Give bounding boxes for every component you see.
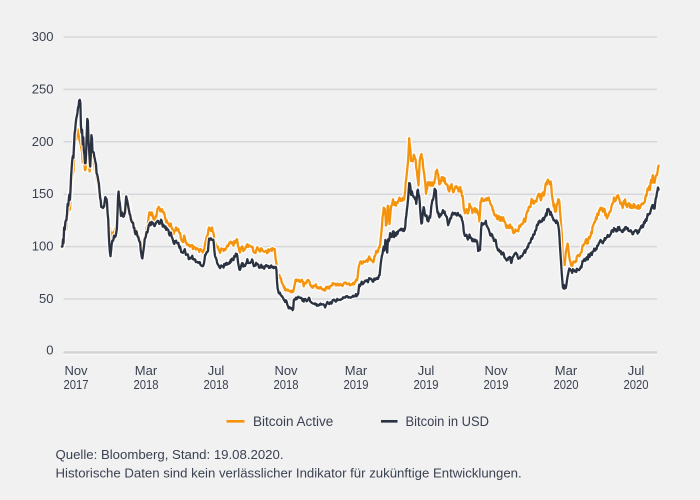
svg-text:Jul: Jul [208, 363, 225, 378]
svg-text:Jul: Jul [628, 363, 645, 378]
svg-text:Nov: Nov [274, 363, 298, 378]
svg-text:2018: 2018 [134, 377, 159, 392]
svg-text:Bitcoin in USD: Bitcoin in USD [406, 414, 490, 429]
svg-text:Historische Daten sind kein ve: Historische Daten sind kein verlässliche… [56, 466, 522, 481]
svg-text:Nov: Nov [64, 363, 88, 378]
svg-text:2020: 2020 [554, 377, 579, 392]
svg-text:Nov: Nov [484, 363, 508, 378]
svg-text:250: 250 [32, 81, 54, 96]
svg-text:2019: 2019 [484, 377, 509, 392]
svg-text:Quelle: Bloomberg, Stand: 19.0: Quelle: Bloomberg, Stand: 19.08.2020. [56, 447, 284, 462]
svg-text:2019: 2019 [344, 377, 369, 392]
svg-text:150: 150 [32, 186, 54, 201]
svg-text:200: 200 [32, 134, 54, 149]
svg-text:100: 100 [32, 239, 54, 254]
svg-text:Bitcoin Active: Bitcoin Active [253, 414, 333, 429]
svg-text:Mar: Mar [345, 363, 368, 378]
svg-text:Mar: Mar [135, 363, 158, 378]
svg-text:Jul: Jul [418, 363, 435, 378]
svg-text:2018: 2018 [274, 377, 299, 392]
svg-text:2018: 2018 [204, 377, 229, 392]
svg-text:Mar: Mar [555, 363, 578, 378]
svg-text:300: 300 [32, 29, 54, 44]
svg-text:50: 50 [39, 291, 53, 306]
svg-text:2017: 2017 [64, 377, 89, 392]
svg-text:0: 0 [46, 343, 53, 358]
svg-text:2019: 2019 [414, 377, 439, 392]
svg-text:2020: 2020 [624, 377, 649, 392]
